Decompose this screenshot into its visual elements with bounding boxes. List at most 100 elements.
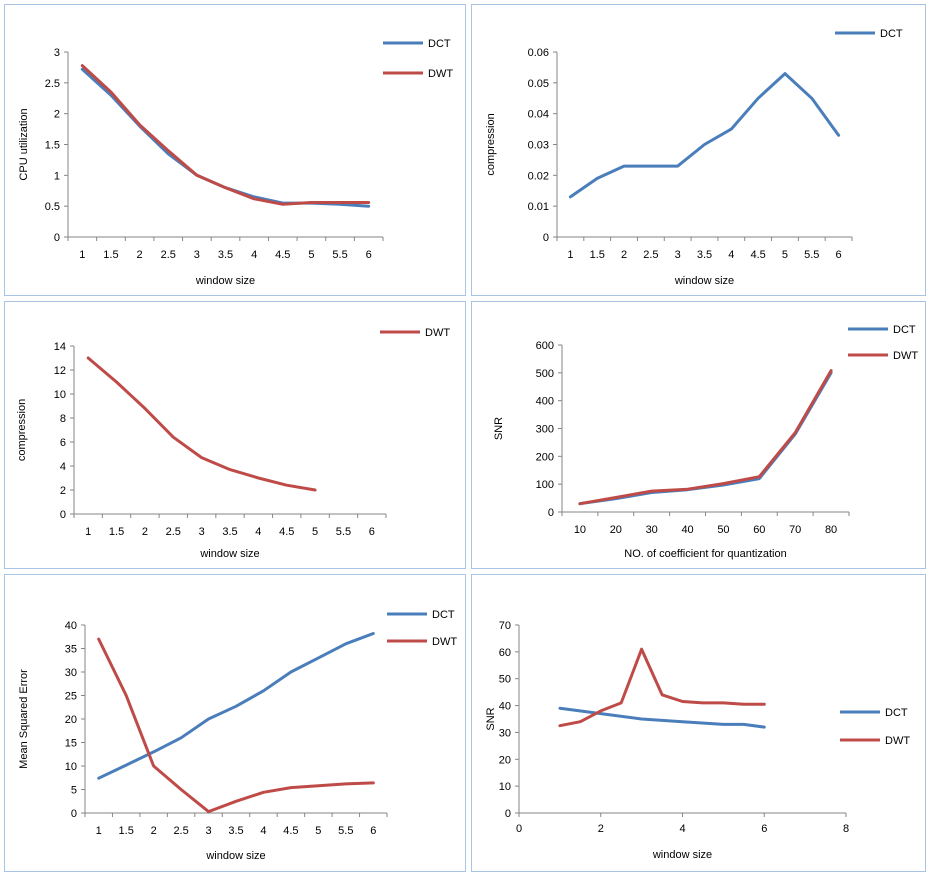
chart5-x-tick-label: 5	[315, 825, 321, 837]
chart3-x-axis-title: window size	[199, 548, 259, 560]
chart5-x-tick-label: 1	[96, 825, 102, 837]
chart-panel-snr-coefficients: 0 100 200 300 400 500 600 10 20 30 40 50 60 70 80 DCT DW…	[471, 301, 926, 569]
chart4-x-tick-label: 40	[681, 524, 693, 536]
chart1-x-tick-label: 1.5	[103, 249, 118, 261]
chart3-x-tick-label: 6	[369, 526, 375, 538]
chart5-x-tick-label: 2	[151, 825, 157, 837]
chart2-series-dct	[568, 72, 841, 199]
chart5-y-axis-title: Mean Squared Error	[18, 669, 30, 769]
chart6-y-tick-label: 50	[499, 674, 511, 686]
chart6-series-dct	[558, 706, 766, 729]
chart5-x-axis-title: window size	[205, 850, 265, 862]
chart1-y-tick-label: 3	[54, 47, 60, 59]
chart4-y-tick-label: 0	[548, 507, 554, 519]
chart3-y-axis-title: compression	[16, 399, 28, 461]
chart5-series-dwt	[97, 637, 375, 814]
chart3-y-tick-label: 4	[60, 461, 66, 473]
chart5-x-tick-label: 5.5	[338, 825, 353, 837]
chart1-x-tick-label: 4	[251, 249, 257, 261]
chart6-legend-label-dct: DCT	[885, 707, 908, 719]
chart1-y-tick-label: 2.5	[45, 78, 60, 90]
chart4-y-axis-title: SNR	[493, 417, 505, 440]
chart2-x-tick-label: 4.5	[750, 249, 765, 261]
chart2-y-axis-title: compression	[485, 113, 497, 175]
chart2-x-tick-label: 3	[675, 249, 681, 261]
chart5-x-tick-label: 2.5	[173, 825, 188, 837]
chart3-y-tick-label: 10	[54, 389, 66, 401]
chart6-x-tick-label: 2	[598, 823, 604, 835]
chart2-y-tick-label: 0.04	[528, 109, 549, 121]
chart3-x-tick-label: 3.5	[222, 526, 237, 538]
chart-snr-window: 0 10 20 30 40 50 60 70 0 2 4 6 8 DCT DWT window size SNR	[485, 620, 910, 861]
chart5-y-tick-label: 25	[65, 691, 77, 703]
chart3-x-tick-label: 2.5	[166, 526, 181, 538]
chart-panel-dct-compression: 0 0.01 0.02 0.03 0.04 0.05 0.06 1 1.5 2 2.5 3 3.5 4 4.…	[471, 4, 926, 296]
chart3-y-tick-label: 0	[60, 509, 66, 521]
chart5-legend-label-dct: DCT	[432, 609, 455, 621]
chart4-x-tick-label: 10	[574, 524, 586, 536]
chart1-x-tick-label: 1	[79, 249, 85, 261]
chart4-legend-label-dct: DCT	[893, 324, 916, 336]
chart5-legend-label-dwt: DWT	[432, 636, 457, 648]
chart3-y-tick-label: 14	[54, 341, 66, 353]
chart1-x-tick-label: 5	[308, 249, 314, 261]
chart2-x-tick-label: 1	[567, 249, 573, 261]
chart6-y-tick-label: 70	[499, 620, 511, 632]
chart6-x-tick-label: 4	[679, 823, 685, 835]
chart2-y-tick-label: 0.02	[528, 170, 549, 182]
chart3-y-tick-label: 2	[60, 485, 66, 497]
chart4-y-tick-label: 400	[536, 396, 554, 408]
chart3-y-tick-label: 12	[54, 365, 66, 377]
chart1-legend-label-dwt: DWT	[428, 68, 453, 80]
chart1-series-dct	[80, 67, 371, 208]
chart1-y-tick-label: 2	[54, 109, 60, 121]
chart6-y-tick-label: 40	[499, 701, 511, 713]
chart3-x-tick-label: 1.5	[109, 526, 124, 538]
chart1-x-tick-label: 3	[194, 249, 200, 261]
chart6-x-axis-title: window size	[652, 849, 712, 861]
chart4-y-tick-label: 200	[536, 451, 554, 463]
chart3-x-tick-label: 4.5	[279, 526, 294, 538]
chart3-x-tick-label: 3	[199, 526, 205, 538]
chart4-x-tick-label: 70	[789, 524, 801, 536]
chart5-x-tick-label: 6	[370, 825, 376, 837]
chart6-y-tick-label: 0	[505, 808, 511, 820]
chart1-x-tick-label: 4.5	[275, 249, 290, 261]
chart5-y-tick-label: 30	[65, 667, 77, 679]
chart5-y-tick-label: 0	[71, 808, 77, 820]
chart5-x-tick-label: 4	[260, 825, 266, 837]
chart2-x-tick-label: 5.5	[804, 249, 819, 261]
chart1-x-tick-label: 5.5	[332, 249, 347, 261]
chart4-series-dwt	[578, 369, 833, 506]
chart4-legend-label-dwt: DWT	[893, 350, 918, 362]
chart1-y-tick-label: 0.5	[45, 201, 60, 213]
chart5-y-tick-label: 35	[65, 644, 77, 656]
chart5-x-tick-label: 3	[205, 825, 211, 837]
chart-mean-squared-error: 0 5 10 15 20 25 30 35 40 1 1.5 2 2.5 3 3.5 4 4.5 5 5.5 6 DCT…	[18, 609, 457, 862]
chart4-x-tick-label: 30	[646, 524, 658, 536]
chart5-y-tick-label: 40	[65, 620, 77, 632]
chart1-y-tick-label: 1	[54, 170, 60, 182]
chart2-legend-label-dct: DCT	[880, 28, 903, 40]
chart2-x-tick-label: 4	[728, 249, 734, 261]
chart2-x-axis-title: window size	[674, 275, 734, 287]
chart2-x-tick-label: 2	[621, 249, 627, 261]
chart5-y-tick-label: 5	[71, 785, 77, 797]
chart2-x-tick-label: 2.5	[643, 249, 658, 261]
chart6-y-tick-label: 10	[499, 781, 511, 793]
chart5-x-tick-label: 4.5	[283, 825, 298, 837]
chart-panel-snr-window: 0 10 20 30 40 50 60 70 0 2 4 6 8 DCT DWT window size SNR	[471, 574, 926, 872]
chart-cpu-utilization: 0 0.5 1 1.5 2 2.5 3 1 1.5 2 2.5 3 3.5 4 4.5 5 5.5 6 DCT DWT…	[18, 38, 453, 287]
chart3-x-tick-label: 5	[312, 526, 318, 538]
chart4-x-axis-title: NO. of coefficient for quantization	[624, 548, 786, 560]
chart5-y-tick-label: 10	[65, 761, 77, 773]
chart6-y-tick-label: 60	[499, 647, 511, 659]
chart3-x-tick-label: 1	[85, 526, 91, 538]
chart-panel-mean-squared-error: 0 5 10 15 20 25 30 35 40 1 1.5 2 2.5 3 3.5 4 4.5 5 5.5 6 DCT…	[4, 574, 466, 872]
chart2-y-tick-label: 0	[543, 232, 549, 244]
chart5-y-tick-label: 20	[65, 714, 77, 726]
chart4-x-tick-label: 60	[753, 524, 765, 536]
chart-panel-dwt-compression: 0 2 4 6 8 10 12 14 1 1.5 2 2.5 3 3.5 4 4.5 5 5.5 6 DWT windo…	[4, 301, 466, 569]
chart5-series-dct	[97, 632, 375, 780]
chart3-series-dwt	[86, 356, 317, 492]
